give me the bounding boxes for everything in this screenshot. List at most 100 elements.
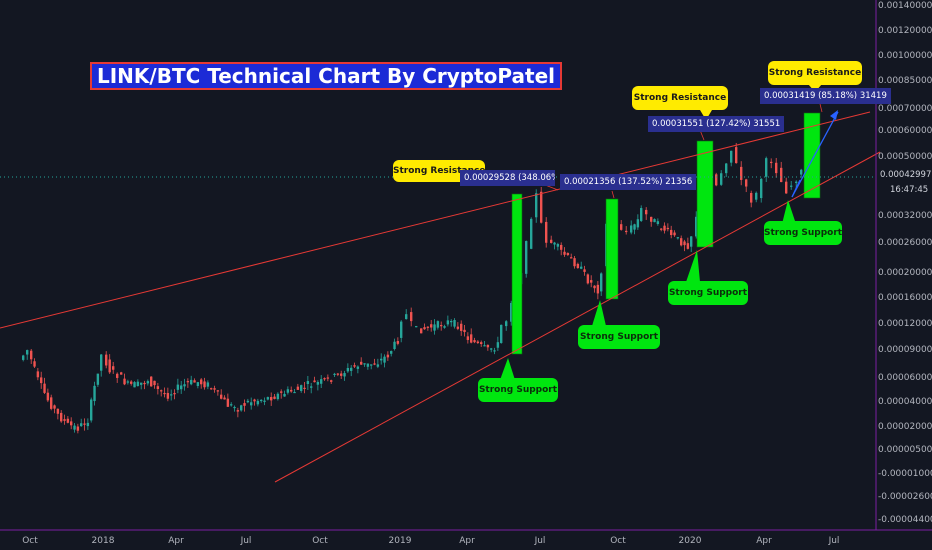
candle-body[interactable] [36, 371, 40, 378]
candle-body[interactable] [620, 224, 623, 230]
support-label-4[interactable]: Strong Support [764, 221, 842, 245]
rally-highlight-4[interactable] [803, 112, 821, 199]
candle-body[interactable] [466, 336, 470, 340]
candle-body[interactable] [73, 425, 76, 430]
candle-body[interactable] [223, 397, 226, 400]
candle-body[interactable] [286, 389, 290, 393]
rally-highlight-2[interactable] [605, 198, 619, 300]
candle-body[interactable] [535, 193, 538, 218]
candle-body[interactable] [316, 381, 320, 385]
candle-body[interactable] [353, 365, 356, 367]
candle-body[interactable] [480, 342, 483, 345]
candle-body[interactable] [140, 382, 143, 385]
candle-body[interactable] [483, 345, 486, 347]
candle-body[interactable] [496, 342, 500, 348]
candle-body[interactable] [173, 393, 176, 395]
candle-body[interactable] [190, 379, 193, 385]
candle-body[interactable] [303, 387, 306, 389]
candle-body[interactable] [393, 341, 396, 350]
candle-body[interactable] [666, 227, 670, 230]
candle-body[interactable] [490, 348, 493, 350]
candle-body[interactable] [436, 321, 440, 328]
candle-body[interactable] [230, 404, 233, 406]
candle-body[interactable] [270, 397, 273, 401]
candle-body[interactable] [200, 379, 203, 385]
candle-body[interactable] [650, 216, 653, 222]
candle-body[interactable] [430, 324, 433, 328]
candle-body[interactable] [433, 324, 436, 331]
candle-body[interactable] [46, 392, 50, 401]
candle-body[interactable] [63, 419, 66, 421]
candle-body[interactable] [280, 391, 283, 393]
candle-body[interactable] [112, 366, 115, 370]
projection-arrow[interactable] [791, 111, 839, 198]
candle-body[interactable] [680, 238, 683, 246]
candle-body[interactable] [176, 384, 180, 390]
candle-body[interactable] [343, 373, 346, 377]
candle-body[interactable] [210, 388, 213, 390]
candle-body[interactable] [745, 179, 748, 187]
candle-body[interactable] [725, 163, 728, 174]
candle-body[interactable] [795, 181, 798, 183]
candle-body[interactable] [760, 178, 763, 199]
candle-body[interactable] [470, 334, 473, 343]
candle-body[interactable] [770, 161, 773, 164]
resistance-label-3[interactable]: Strong Resistance [768, 61, 862, 85]
candle-body[interactable] [410, 312, 413, 322]
candle-body[interactable] [196, 382, 200, 387]
candle-body[interactable] [116, 373, 119, 378]
candle-body[interactable] [293, 391, 296, 394]
candle-body[interactable] [383, 356, 386, 363]
candle-body[interactable] [236, 410, 240, 412]
candle-body[interactable] [400, 321, 403, 338]
candle-body[interactable] [493, 350, 496, 352]
candle-body[interactable] [53, 405, 56, 409]
candle-body[interactable] [160, 390, 163, 392]
candle-body[interactable] [476, 341, 480, 344]
candle-body[interactable] [296, 386, 300, 390]
candle-body[interactable] [586, 274, 590, 284]
candle-body[interactable] [96, 373, 100, 385]
resistance-label-2[interactable]: Strong Resistance [632, 86, 728, 110]
candle-body[interactable] [720, 173, 723, 185]
candle-body[interactable] [30, 350, 33, 360]
candle-body[interactable] [660, 228, 663, 230]
candle-body[interactable] [443, 326, 446, 328]
candle-body[interactable] [640, 208, 643, 221]
candle-body[interactable] [415, 326, 418, 328]
candle-body[interactable] [583, 269, 586, 272]
candle-body[interactable] [26, 350, 29, 355]
candle-body[interactable] [133, 382, 136, 388]
candle-body[interactable] [775, 162, 778, 174]
candle-body[interactable] [376, 364, 380, 367]
candle-body[interactable] [130, 381, 133, 384]
candle-body[interactable] [356, 366, 360, 369]
candle-body[interactable] [250, 402, 253, 406]
candle-body[interactable] [290, 389, 293, 392]
candle-body[interactable] [136, 381, 140, 386]
candle-body[interactable] [440, 325, 443, 327]
candle-body[interactable] [690, 236, 693, 247]
candle-body[interactable] [636, 219, 640, 228]
candle-body[interactable] [683, 241, 686, 246]
candle-body[interactable] [576, 263, 580, 268]
candle-body[interactable] [333, 373, 336, 376]
candle-body[interactable] [460, 323, 463, 331]
candle-body[interactable] [150, 376, 153, 387]
candle-body[interactable] [310, 386, 313, 388]
candle-body[interactable] [56, 408, 60, 414]
candle-body[interactable] [273, 396, 276, 399]
time-axis[interactable]: Oct 2018 Apr Jul Oct 2019 Apr Jul Oct 2020 Apr Jul [22, 536, 839, 546]
support-label-1[interactable]: Strong Support [478, 378, 558, 402]
candle-body[interactable] [453, 320, 456, 327]
candle-body[interactable] [715, 174, 718, 186]
candle-body[interactable] [396, 341, 400, 344]
candle-body[interactable] [126, 381, 130, 383]
candle-body[interactable] [545, 221, 548, 243]
candle-body[interactable] [22, 355, 25, 360]
candle-body[interactable] [330, 380, 333, 382]
candle-body[interactable] [213, 388, 216, 390]
candle-body[interactable] [370, 364, 373, 366]
candle-body[interactable] [473, 340, 476, 343]
candle-body[interactable] [550, 239, 553, 243]
